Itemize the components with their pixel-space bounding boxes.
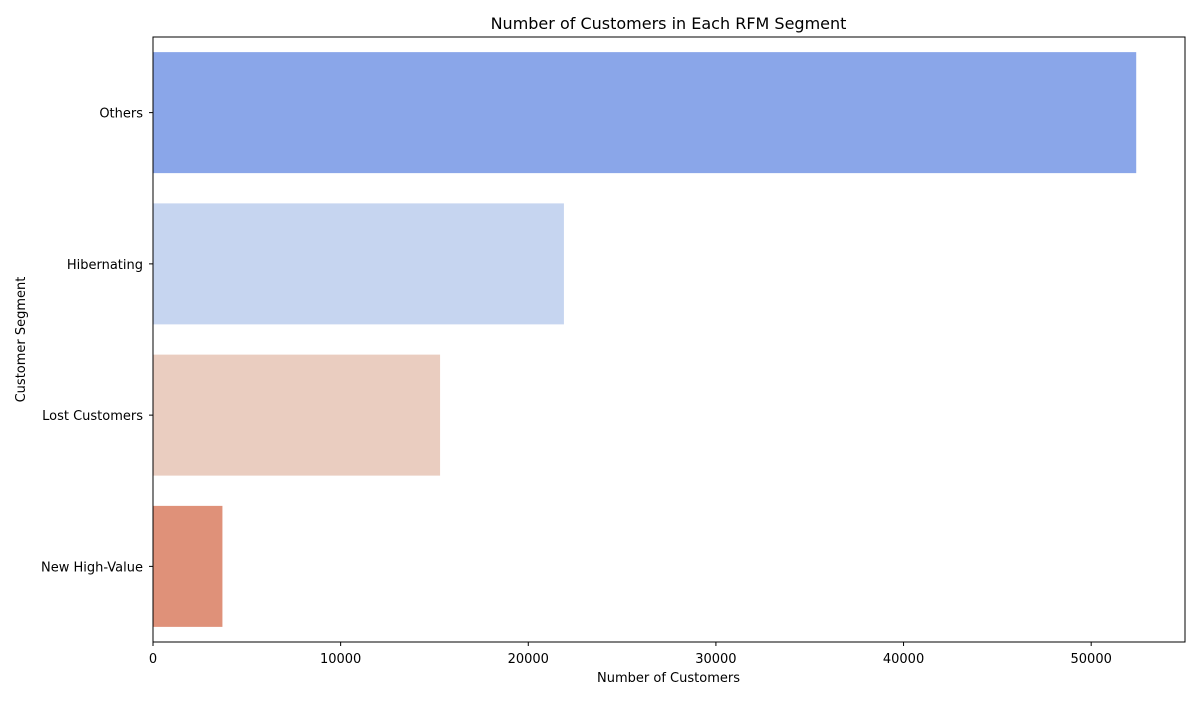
- chart-title: Number of Customers in Each RFM Segment: [491, 14, 847, 33]
- y-tick-label: Hibernating: [67, 258, 143, 273]
- x-axis-label: Number of Customers: [597, 671, 740, 686]
- y-axis-label: Customer Segment: [14, 277, 29, 403]
- bar-lost-customers: [153, 354, 441, 476]
- x-tick-label: 50000: [1071, 652, 1112, 667]
- bar-hibernating: [153, 203, 564, 325]
- plot-frame: [152, 36, 1186, 643]
- x-tick-label: 0: [149, 652, 157, 667]
- x-tick-label: 20000: [508, 652, 549, 667]
- y-tick-label: Others: [99, 107, 143, 122]
- y-tick-label: New High-Value: [41, 560, 143, 575]
- bar-others: [153, 52, 1137, 174]
- x-tick-label: 40000: [883, 652, 924, 667]
- y-tick-label: Lost Customers: [42, 409, 143, 424]
- y-axis-ticks: Others Hibernating Lost Customers New High-…: [41, 107, 153, 575]
- bar-new-high-value: [153, 505, 223, 627]
- x-tick-label: 10000: [320, 652, 361, 667]
- x-tick-label: 30000: [695, 652, 736, 667]
- bars-group: [153, 52, 1137, 627]
- x-axis-ticks: 0 10000 20000 30000 40000 50000: [149, 642, 1112, 667]
